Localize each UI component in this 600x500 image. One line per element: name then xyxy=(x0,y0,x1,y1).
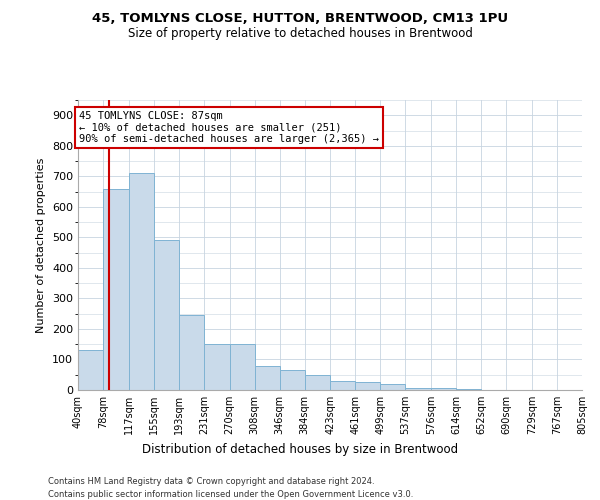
Bar xyxy=(103,188,129,390)
Bar xyxy=(254,366,280,390)
Text: Contains HM Land Registry data © Crown copyright and database right 2024.: Contains HM Land Registry data © Crown c… xyxy=(48,478,374,486)
Text: Contains public sector information licensed under the Open Government Licence v3: Contains public sector information licen… xyxy=(48,490,413,499)
Text: Distribution of detached houses by size in Brentwood: Distribution of detached houses by size … xyxy=(142,442,458,456)
Y-axis label: Number of detached properties: Number of detached properties xyxy=(37,158,46,332)
Bar xyxy=(204,344,230,390)
Bar xyxy=(78,350,103,390)
Bar xyxy=(305,374,331,390)
Bar xyxy=(406,388,431,390)
Bar xyxy=(380,384,406,390)
Text: 45, TOMLYNS CLOSE, HUTTON, BRENTWOOD, CM13 1PU: 45, TOMLYNS CLOSE, HUTTON, BRENTWOOD, CM… xyxy=(92,12,508,26)
Text: 45 TOMLYNS CLOSE: 87sqm
← 10% of detached houses are smaller (251)
90% of semi-d: 45 TOMLYNS CLOSE: 87sqm ← 10% of detache… xyxy=(79,110,379,144)
Bar xyxy=(154,240,179,390)
Bar xyxy=(280,370,305,390)
Text: Size of property relative to detached houses in Brentwood: Size of property relative to detached ho… xyxy=(128,28,472,40)
Bar xyxy=(129,174,154,390)
Bar xyxy=(331,381,355,390)
Bar xyxy=(230,344,254,390)
Bar xyxy=(431,388,456,390)
Bar xyxy=(179,315,204,390)
Bar xyxy=(355,382,380,390)
